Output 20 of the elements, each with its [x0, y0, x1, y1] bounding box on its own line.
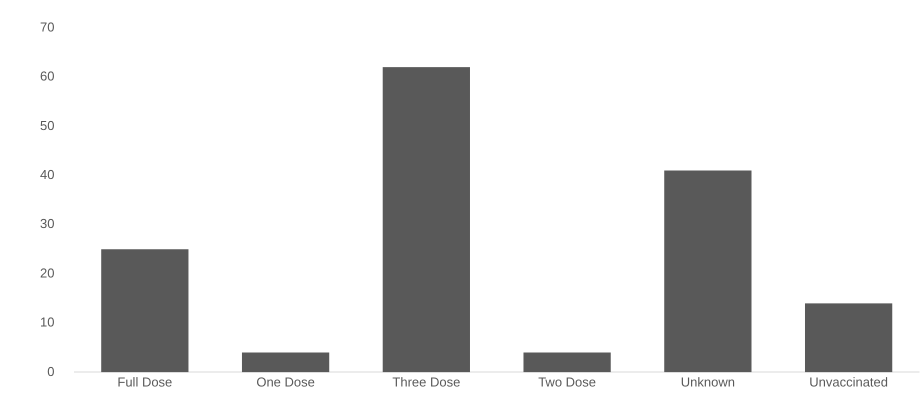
bar [664, 170, 752, 372]
bar [242, 352, 330, 372]
y-tick-label: 20 [40, 265, 54, 280]
x-tick-label: Unknown [680, 374, 735, 390]
y-tick-label: 30 [40, 216, 54, 232]
y-tick-label: 60 [40, 68, 54, 84]
x-tick-label: Three Dose [392, 374, 460, 390]
bar [382, 67, 470, 372]
y-tick-label: 50 [40, 118, 54, 133]
x-tick-label: Unvaccinated [809, 374, 888, 390]
y-tick-label: 40 [40, 166, 54, 182]
y-tick-label: 70 [40, 19, 54, 34]
x-tick-label: Full Dose [117, 374, 172, 390]
bar [101, 249, 188, 372]
y-tick-label: 0 [47, 364, 54, 379]
x-tick-label: Two Dose [538, 374, 596, 390]
bar [804, 303, 892, 372]
x-tick-label: One Dose [256, 374, 315, 390]
y-tick-label: 10 [40, 314, 54, 330]
bar [523, 352, 611, 372]
